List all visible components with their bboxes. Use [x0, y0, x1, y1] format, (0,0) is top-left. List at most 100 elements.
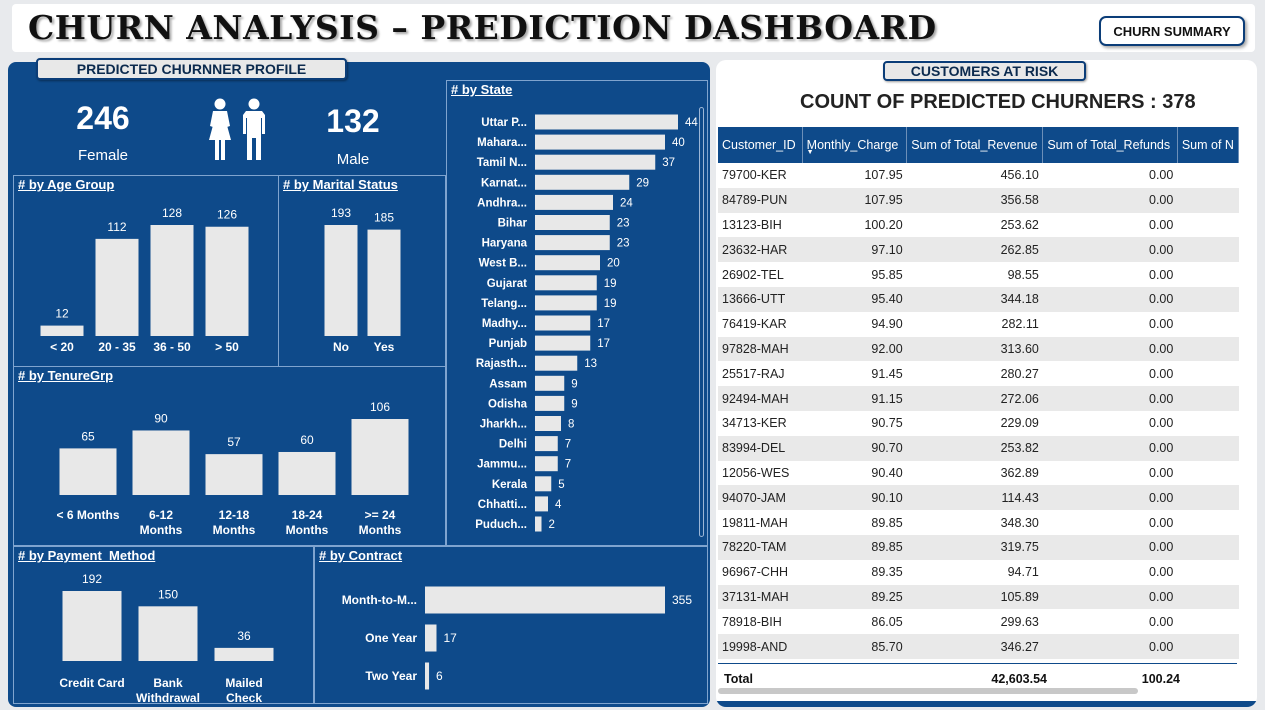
bar-value-18-24-months: 60 [300, 433, 314, 447]
column-header-sum-of-total-refunds[interactable]: Sum of Total_Refunds [1042, 127, 1178, 163]
cell-sum-of-n [1177, 510, 1239, 535]
state-chart-scrollbar[interactable] [699, 107, 704, 537]
cell-sum-of-n [1177, 609, 1239, 635]
cell-sum-of-total-refunds: 0.00 [1042, 609, 1178, 635]
cell-customer-id: 23632-HAR [718, 237, 803, 263]
bar-value-bihar: 23 [617, 218, 630, 230]
table-row[interactable]: 78220-TAM 89.85 319.75 0.00 [718, 534, 1239, 560]
churner-profile-panel: 246 Female 132 Male # by Age Group 12 < 2… [8, 62, 710, 707]
female-label: Female [77, 147, 129, 164]
table-row[interactable]: 34713-KER 90.75 229.09 0.00 [718, 410, 1239, 436]
bar-value-jharkh: 8 [568, 419, 574, 431]
cell-customer-id: 19811-MAH [718, 510, 803, 535]
sort-descending-icon[interactable]: ▼ [806, 149, 814, 156]
bar-label-karnat: Karnat... [481, 177, 527, 189]
marital-status-bars: 193 No 185 Yes [324, 206, 401, 354]
bar-no [324, 225, 358, 336]
cell-sum-of-total-revenue: 262.85 [906, 237, 1043, 263]
marital-status-chart-title: # by Marital Status [283, 177, 398, 192]
table-row[interactable]: 94070-JAM 90.10 114.43 0.00 [718, 485, 1239, 511]
table-row[interactable]: 19998-AND 85.70 346.27 0.00 [718, 634, 1239, 659]
cell-monthly-charge: 90.40 [802, 460, 907, 486]
bar-label-punjab: Punjab [489, 338, 527, 350]
table-horizontal-scrollbar[interactable] [718, 688, 1138, 694]
table-row[interactable]: 12056-WES 90.40 362.89 0.00 [718, 460, 1239, 486]
cell-sum-of-total-revenue: 114.43 [906, 485, 1043, 511]
bar-bihar [535, 215, 610, 230]
churner-profile-title: PREDICTED CHURNNER PROFILE [36, 58, 347, 80]
table-row[interactable]: 76419-KAR 94.90 282.11 0.00 [718, 311, 1239, 337]
column-header-sum-of-total-revenue[interactable]: Sum of Total_Revenue [906, 127, 1044, 163]
cell-sum-of-total-refunds: 0.00 [1042, 584, 1178, 610]
bar-value-36-50: 128 [162, 206, 182, 220]
column-header-customer-id[interactable]: Customer_ID [718, 127, 803, 163]
column-header-sum-of-n[interactable]: Sum of N [1177, 127, 1239, 163]
bar-credit-card [62, 591, 122, 661]
cell-customer-id: 92494-MAH [718, 386, 803, 411]
cell-monthly-charge: 90.10 [802, 485, 907, 511]
cell-sum-of-total-refunds: 0.00 [1042, 163, 1178, 188]
state-bars: Uttar P... 44 Mahara... 40 Tamil N... 37 Karna… [475, 114, 698, 532]
bar-value-6-12-months: 90 [154, 411, 168, 425]
bar-value-kerala: 5 [558, 479, 564, 491]
bar-36-50 [150, 225, 194, 336]
table-total-row: Total 42,603.54 100.24 [718, 663, 1237, 693]
bar-tamil-n [535, 154, 656, 170]
cell-monthly-charge: 107.95 [802, 187, 907, 213]
bar-mailed-check [214, 647, 274, 661]
state-chart-title: # by State [451, 82, 513, 97]
bar-haryana [535, 235, 610, 251]
column-header-monthly-charge[interactable]: Monthly_Charge ▼ [802, 127, 908, 163]
cell-customer-id: 79700-KER [718, 163, 803, 188]
cell-sum-of-total-revenue: 105.89 [906, 584, 1043, 610]
table-row[interactable]: 37131-MAH 89.25 105.89 0.00 [718, 584, 1239, 610]
bar-label-two-year: Two Year [365, 669, 417, 683]
churn-summary-button[interactable]: CHURN SUMMARY [1099, 16, 1245, 46]
bar-bank-withdrawal [138, 606, 198, 661]
customers-at-risk-panel: COUNT OF PREDICTED CHURNERS : 378 Custom… [716, 60, 1257, 707]
bar-label-andhra: Andhra... [477, 197, 527, 209]
table-row[interactable]: 83994-DEL 90.70 253.82 0.00 [718, 435, 1239, 461]
table-row[interactable]: 23632-HAR 97.10 262.85 0.00 [718, 237, 1239, 263]
bar-label-haryana: Haryana [482, 238, 528, 250]
marital-status-chart: # by Marital Status 193 No 185 Yes [278, 175, 446, 367]
bar-20-35 [95, 238, 139, 336]
bar-label-20: < 20 [50, 340, 74, 354]
bar-value-month-to-m: 355 [672, 593, 692, 607]
bar-label-odisha: Odisha [488, 398, 528, 410]
bar-value-20: 12 [55, 307, 69, 321]
table-row[interactable]: 13123-BIH 100.20 253.62 0.00 [718, 212, 1239, 238]
table-row[interactable]: 26902-TEL 95.85 98.55 0.00 [718, 262, 1239, 287]
bar-label-bank-withdrawal: Bank [153, 676, 183, 690]
risk-table-container[interactable]: Customer_ID Monthly_Charge ▼ Sum of Total_R… [718, 127, 1239, 707]
table-row[interactable]: 78918-BIH 86.05 299.63 0.00 [718, 609, 1239, 635]
table-row[interactable]: 92494-MAH 91.15 272.06 0.00 [718, 386, 1239, 411]
cell-sum-of-total-refunds: 0.00 [1042, 435, 1178, 461]
cell-sum-of-n [1177, 262, 1239, 287]
tenure-group-chart-title: # by TenureGrp [18, 368, 114, 383]
age-group-bars: 12 < 20 112 20 - 35 128 36 - 50 126 > 50 [40, 206, 249, 354]
total-revenue-value: 42,603.54 [991, 672, 1047, 686]
table-row[interactable]: 97828-MAH 92.00 313.60 0.00 [718, 336, 1239, 362]
cell-customer-id: 37131-MAH [718, 584, 803, 610]
cell-sum-of-total-revenue: 346.27 [906, 634, 1043, 659]
cell-sum-of-n [1177, 485, 1239, 511]
cell-sum-of-n [1177, 237, 1239, 263]
table-row[interactable]: 19811-MAH 89.85 348.30 0.00 [718, 510, 1239, 535]
bar-label-jammu: Jammu... [477, 459, 527, 471]
bar-value-yes: 185 [374, 211, 394, 225]
bar-value-haryana: 23 [617, 238, 630, 250]
bar-kerala [535, 476, 552, 492]
bar-24-months [351, 419, 409, 495]
cell-sum-of-n [1177, 584, 1239, 610]
table-row[interactable]: 84789-PUN 107.95 356.58 0.00 [718, 187, 1239, 213]
total-label: Total [724, 672, 753, 686]
table-row[interactable]: 13666-UTT 95.40 344.18 0.00 [718, 286, 1239, 312]
bar-label-puduch: Puduch... [475, 519, 527, 531]
table-row[interactable]: 96967-CHH 89.35 94.71 0.00 [718, 559, 1239, 585]
table-row[interactable]: 25517-RAJ 91.45 280.27 0.00 [718, 361, 1239, 387]
table-row[interactable]: 79700-KER 107.95 456.10 0.00 [718, 163, 1239, 188]
male-label: Male [336, 151, 370, 168]
cell-sum-of-total-refunds: 0.00 [1042, 311, 1178, 337]
